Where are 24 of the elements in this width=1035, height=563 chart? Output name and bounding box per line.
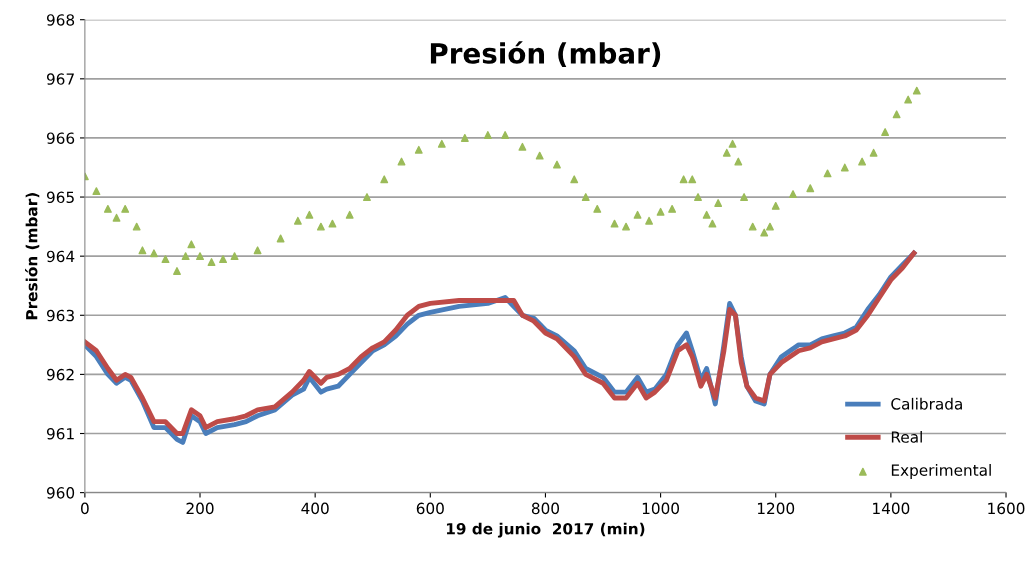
- x-tick-label: 400: [301, 502, 329, 515]
- x-tick-label: 1200: [757, 502, 795, 515]
- y-tick-label: 964: [46, 250, 75, 263]
- legend-label: Real: [891, 430, 922, 443]
- y-tick-label: 962: [46, 368, 74, 381]
- x-tick-label: 1600: [988, 502, 1025, 515]
- x-tick-label: 0: [81, 502, 89, 515]
- y-tick-label: 961: [46, 427, 74, 440]
- y-tick-label: 968: [46, 14, 75, 26]
- text: Presión (mbar): [430, 41, 661, 68]
- y-tick-label: 966: [46, 132, 75, 144]
- x-axis-title: 19 de junio 2017 (min): [446, 522, 645, 538]
- x-tick-label: 1400: [873, 502, 910, 515]
- x-tick-label: 200: [186, 502, 214, 515]
- y-tick-label: 967: [46, 73, 74, 85]
- y-tick-label: 965: [46, 191, 74, 204]
- legend-label: Calibrada: [891, 397, 962, 410]
- x-tick-label: 1000: [642, 502, 680, 515]
- y-axis-title: Presión (mbar): [25, 193, 40, 320]
- x-tick-label: 800: [531, 502, 560, 515]
- legend-label: Experimental: [891, 464, 991, 479]
- y-tick-label: 960: [46, 487, 75, 499]
- x-tick-label: 600: [416, 502, 444, 515]
- y-tick-label: 963: [46, 309, 74, 322]
